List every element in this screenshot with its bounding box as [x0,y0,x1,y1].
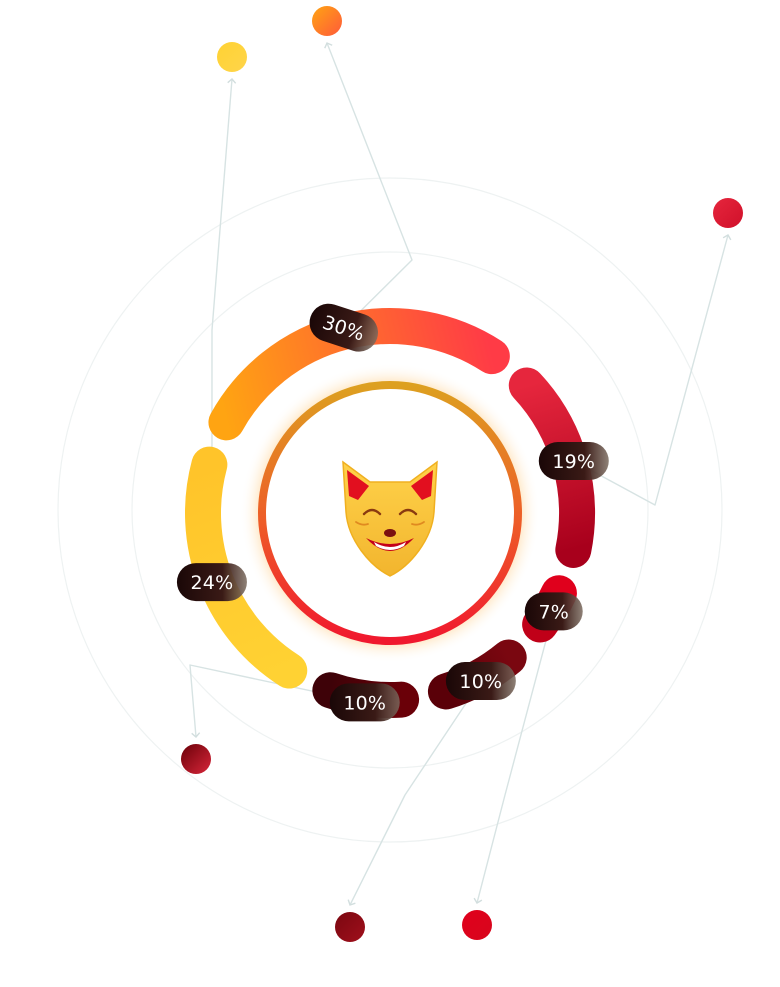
legend-dot [181,744,211,774]
percentage-label: 10% [459,671,502,693]
percentage-badges: 30% 19% 7% 10% 10% 24% [176,303,609,722]
percentage-badge-bg [524,592,583,631]
orbit-ring-mid [131,251,649,769]
connector-line [473,611,555,904]
percentage-badge: 24% [176,563,247,602]
connector-line [347,680,482,906]
connector-line [324,42,413,329]
percentage-badge-bg [329,683,400,722]
percentage-badge: 7% [524,592,583,631]
legend-dot [335,912,365,942]
connector-line [189,664,365,738]
legend-dot [462,910,492,940]
orbit-ring-large [57,177,723,843]
background-orbits [57,177,723,843]
percentage-label: 10% [343,692,386,714]
percentage-badge: 10% [445,662,516,701]
percentage-badge: 10% [329,683,400,722]
percentage-label: 24% [191,572,234,594]
percentage-label: 7% [538,601,569,623]
percentage-label: 19% [552,451,595,473]
percentage-badge: 30% [309,303,379,352]
legend-dot [312,6,342,36]
legend-dots [181,6,743,942]
legend-dot [713,198,743,228]
fox-head-icon [342,460,438,577]
percentage-badge-bg [309,303,379,352]
percentage-badge: 19% [538,441,609,480]
legend-dot [217,42,247,72]
percentage-badge-bg [176,563,247,602]
percentage-badge-bg [445,662,516,701]
percentage-badge-bg [538,441,609,480]
